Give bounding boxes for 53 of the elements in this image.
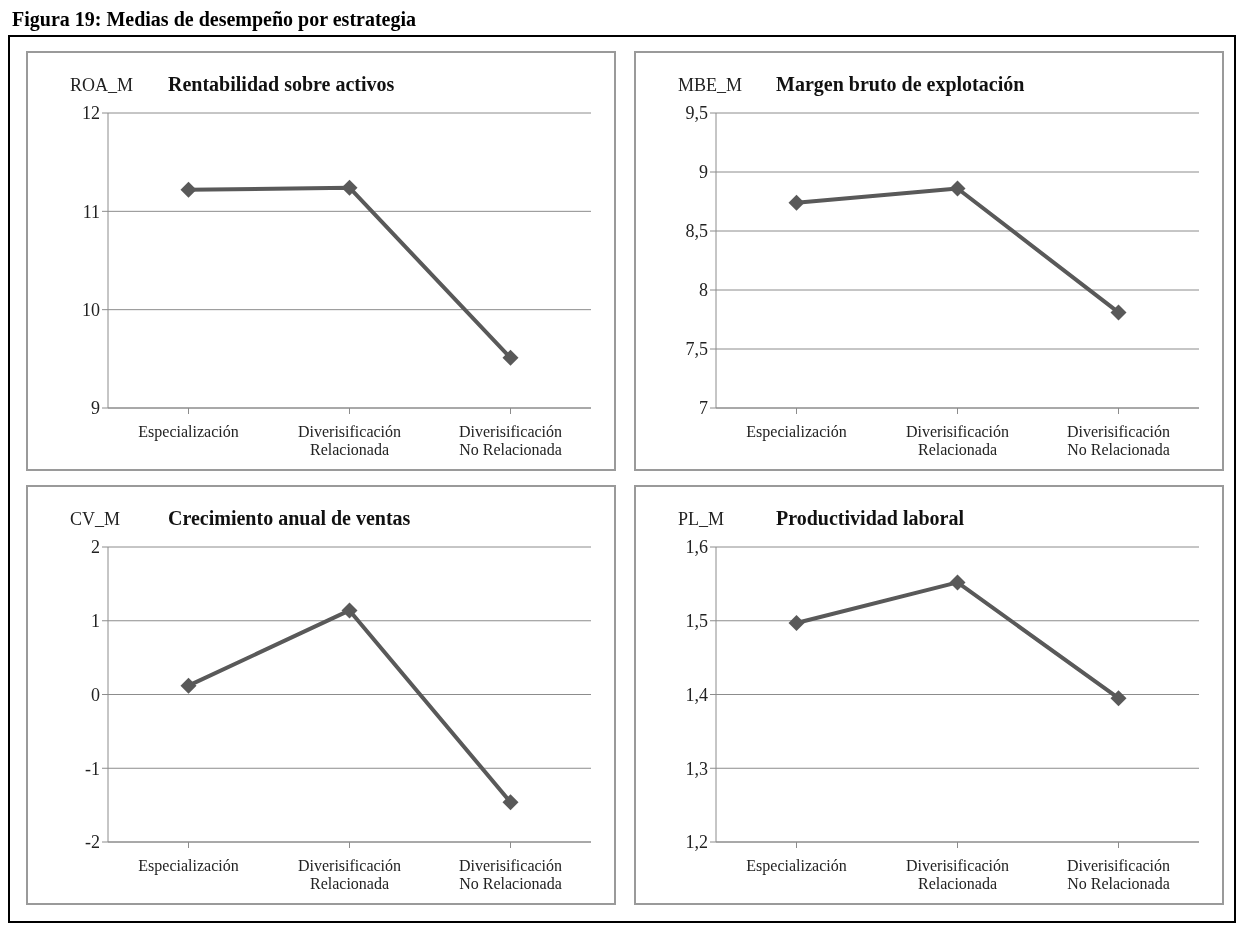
x-tick-label: Especialización bbox=[138, 856, 239, 875]
y-tick-label: 0 bbox=[91, 684, 100, 705]
chart-title: Margen bruto de explotación bbox=[776, 73, 1025, 96]
x-tick-label: Especialización bbox=[138, 422, 239, 441]
y-tick-label: 1 bbox=[91, 611, 100, 632]
y-axis-title: ROA_M bbox=[70, 75, 134, 96]
point bbox=[1110, 304, 1127, 321]
x-tick-label: Diverisificación No Relacionada bbox=[1066, 422, 1171, 459]
y-tick-label: 12 bbox=[82, 103, 100, 124]
point bbox=[949, 574, 966, 591]
y-tick-label: 8,5 bbox=[685, 221, 708, 242]
point bbox=[341, 602, 358, 619]
x-tick-label: Diverisificación Relacionada bbox=[297, 422, 402, 459]
y-tick-label: 1,5 bbox=[685, 611, 708, 632]
y-tick-label: 1,6 bbox=[685, 537, 708, 558]
text: Figura 19: Medias de desempeño por estrategia bbox=[12, 8, 418, 31]
y-tick-label: 1,3 bbox=[685, 758, 708, 779]
x-tick-label: Diverisificación No Relacionada bbox=[458, 422, 563, 459]
x-tick-label: Diverisificación Relacionada bbox=[905, 856, 1010, 893]
y-tick-label: 9 bbox=[91, 398, 100, 419]
y-tick-label: 1,2 bbox=[685, 832, 708, 853]
point bbox=[502, 349, 519, 366]
point bbox=[1110, 690, 1127, 707]
x-tick-label: Diverisificación No Relacionada bbox=[458, 856, 563, 893]
point bbox=[180, 181, 197, 198]
y-tick-label: 9,5 bbox=[685, 103, 708, 124]
chart-title: Crecimiento anual de ventas bbox=[168, 507, 411, 530]
y-axis-title: CV_M bbox=[70, 509, 121, 530]
y-tick-label: 11 bbox=[82, 201, 100, 222]
y-tick-label: 8 bbox=[699, 280, 708, 301]
x-tick-label: Especialización bbox=[746, 856, 847, 875]
x-tick-label: Diverisificación Relacionada bbox=[905, 422, 1010, 459]
chart-title: Rentabilidad sobre activos bbox=[168, 73, 395, 96]
chart-title: Productividad laboral bbox=[776, 507, 964, 530]
point bbox=[788, 614, 805, 631]
y-tick-label: -1 bbox=[85, 758, 100, 779]
point bbox=[949, 180, 966, 197]
point bbox=[180, 677, 197, 694]
y-axis-title: PL_M bbox=[678, 509, 725, 530]
y-tick-label: 10 bbox=[82, 300, 100, 321]
x-tick-label: Especialización bbox=[746, 422, 847, 441]
y-tick-label: 9 bbox=[699, 162, 708, 183]
y-axis-title: MBE_M bbox=[678, 75, 743, 96]
x-tick-label: Diverisificación No Relacionada bbox=[1066, 856, 1171, 893]
x-tick-label: Diverisificación Relacionada bbox=[297, 856, 402, 893]
y-tick-label: 7 bbox=[699, 398, 708, 419]
point bbox=[788, 194, 805, 211]
point bbox=[341, 179, 358, 196]
point bbox=[502, 794, 519, 811]
y-tick-label: 7,5 bbox=[685, 339, 708, 360]
y-tick-label: -2 bbox=[85, 832, 100, 853]
y-tick-label: 1,4 bbox=[685, 684, 708, 705]
y-tick-label: 2 bbox=[91, 537, 100, 558]
